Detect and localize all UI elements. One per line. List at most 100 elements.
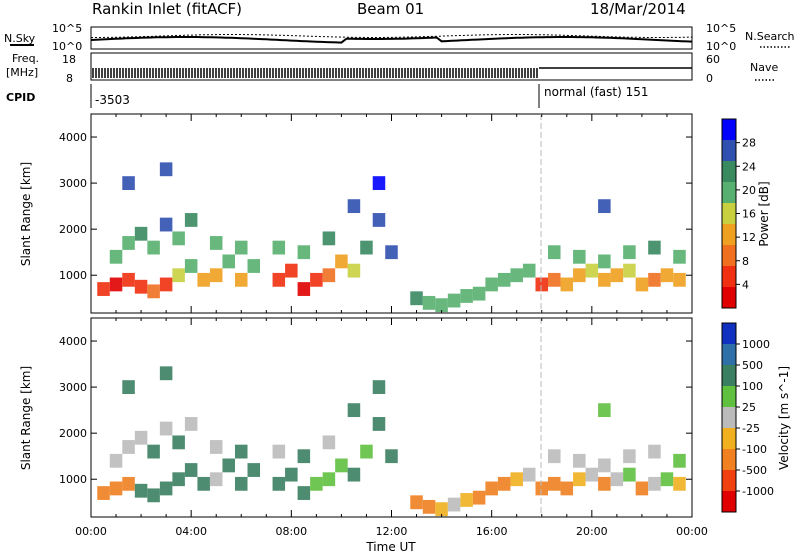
x-tick-label: 20:00: [576, 525, 608, 538]
heatmap-cell: [159, 217, 173, 232]
heatmap-cell: [147, 240, 160, 255]
heatmap-cell: [122, 380, 135, 395]
heatmap-cell: [648, 444, 661, 459]
heatmap-cell: [510, 268, 523, 283]
heatmap-cell: [222, 458, 235, 473]
heatmap-cell: [172, 472, 185, 487]
colorbar-tick-label: 28: [742, 137, 756, 150]
velocity-ylabel: Slant Range [km]: [19, 366, 33, 470]
heatmap-cell: [172, 231, 185, 246]
heatmap-cell: [573, 249, 586, 264]
heatmap-cell: [485, 277, 498, 292]
colorbar-tick-label: 20: [742, 184, 756, 197]
colorbar-tick-label: 500: [742, 359, 763, 372]
velocity-colorbar: 1000 500 100 25 -25 -100 -500 -1000: [721, 322, 774, 513]
heatmap-cell: [673, 249, 686, 264]
heatmap-cell: [322, 268, 336, 283]
heatmap-cell: [97, 282, 110, 296]
power-colorbar-label: Power [dB]: [757, 181, 771, 246]
heatmap-cell: [234, 240, 248, 255]
heatmap-cell: [234, 476, 248, 491]
cpid-first-value: -3503: [95, 93, 130, 107]
heatmap-cell: [109, 453, 123, 468]
heatmap-cell: [548, 272, 561, 287]
colorbar-segment: [722, 365, 736, 386]
heatmap-cell: [522, 263, 536, 278]
heatmap-cell: [598, 458, 611, 473]
colorbar-tick-label: -100: [742, 443, 767, 456]
heatmap-cell: [372, 213, 386, 227]
heatmap-cell: [184, 417, 198, 431]
y-tick-label: 1000: [59, 473, 87, 486]
freq-trace: [92, 67, 692, 78]
colorbar-segment: [722, 491, 736, 512]
cpid-second-value: normal (fast) 151: [544, 85, 648, 99]
heatmap-cell: [497, 272, 511, 287]
heatmap-cell: [297, 449, 311, 464]
heatmap-cell: [548, 476, 561, 491]
colorbar-frame: [721, 322, 737, 513]
heatmap-cell: [372, 417, 386, 431]
nave-tick-top: 60: [706, 53, 720, 66]
colorbar-segment: [722, 287, 736, 308]
heatmap-cell: [422, 295, 436, 310]
heatmap-cell: [184, 213, 198, 227]
heatmap-cell: [159, 421, 173, 436]
y-tick-label: 3000: [59, 381, 87, 394]
station-title: Rankin Inlet (fitACF): [92, 0, 242, 18]
colorbar-segment: [722, 428, 736, 449]
heatmap-cell: [109, 481, 123, 496]
date-title: 18/Mar/2014: [590, 0, 686, 18]
heatmap-cell: [360, 444, 373, 459]
heatmap-cell: [497, 476, 511, 491]
cpid-label: CPID: [6, 91, 35, 104]
heatmap-cell: [598, 254, 611, 269]
heatmap-cell: [648, 272, 661, 287]
heatmap-cell: [272, 476, 286, 491]
colorbar-segment: [722, 182, 736, 203]
nsky-tick-bottom: 10^0: [52, 40, 82, 53]
heatmap-cell: [247, 463, 261, 477]
colorbar-tick-label: 100: [742, 380, 763, 393]
colorbar-segment: [722, 386, 736, 407]
heatmap-cell: [435, 502, 448, 517]
heatmap-cell: [598, 403, 611, 418]
power-panel: 4000 3000 2000 1000 Slant Range [km]: [19, 113, 693, 314]
heatmap-cell: [209, 472, 223, 487]
heatmap-cell: [623, 245, 636, 260]
colorbar-tick-label: 4: [742, 278, 749, 291]
heatmap-cell: [122, 272, 135, 287]
heatmap-cell: [410, 291, 423, 306]
colorbar-segment: [722, 449, 736, 470]
heatmap-cell: [134, 483, 148, 498]
colorbar-tick-label: 25: [742, 401, 756, 414]
heatmap-cell: [598, 272, 611, 287]
colorbar-tick-label: 24: [742, 160, 756, 173]
nsearch-trace: [91, 34, 693, 38]
heatmap-cell: [447, 497, 461, 512]
heatmap-cell: [485, 481, 498, 496]
velocity-xticks: [90, 318, 693, 517]
heatmap-cell: [335, 254, 348, 269]
heatmap-cell: [147, 488, 160, 503]
power-colorbar: 28 24 20 16 12 8 4: [721, 118, 756, 309]
nsearch-tick-top: 10^5: [706, 22, 736, 35]
heatmap-cell: [610, 268, 624, 283]
heatmap-cell: [535, 277, 549, 292]
heatmap-cell: [385, 449, 398, 464]
heatmap-cell: [134, 430, 148, 445]
heatmap-cell: [623, 263, 636, 278]
colorbar-tick-label: 1000: [742, 338, 770, 351]
power-ylabel: Slant Range [km]: [19, 162, 33, 266]
colorbar-segment: [722, 161, 736, 182]
heatmap-cell: [197, 272, 210, 287]
heatmap-cell: [134, 226, 148, 241]
x-tick-label: 12:00: [376, 525, 408, 538]
heatmap-cell: [347, 263, 361, 278]
heatmap-cell: [585, 263, 599, 278]
power-cells: [97, 162, 686, 313]
heatmap-cell: [372, 380, 386, 395]
x-tick-labels: 00:00 04:00 08:00 12:00 16:00 20:00 00:00: [75, 525, 708, 538]
heatmap-cell: [598, 199, 611, 214]
heatmap-cell: [209, 268, 223, 283]
